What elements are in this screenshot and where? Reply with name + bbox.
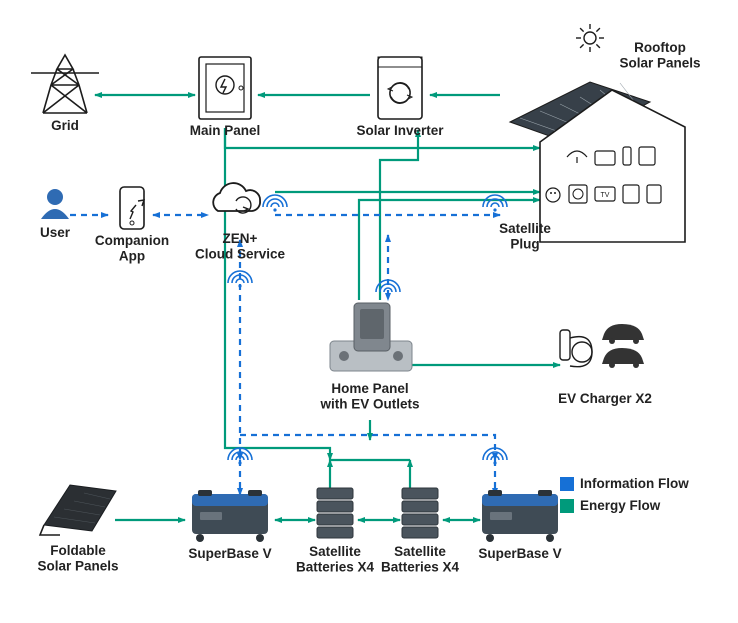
- user-icon: [41, 189, 69, 219]
- satellite-batteries-1-icon: [317, 488, 353, 538]
- ev-charger-icon: [560, 324, 644, 368]
- node-label: Solar Inverter: [356, 123, 444, 138]
- legend-swatch: [560, 477, 574, 491]
- node-label: Home Panelwith EV Outlets: [319, 381, 419, 412]
- node-label: Main Panel: [190, 123, 261, 138]
- cloud-icon: [213, 183, 260, 213]
- companion-app-icon: [120, 187, 144, 229]
- node-label: Grid: [51, 118, 79, 133]
- node-label: SuperBase V: [188, 546, 271, 561]
- solar-inverter-icon: [378, 57, 422, 119]
- legend-label: Energy Flow: [580, 498, 661, 513]
- wifi-icon: [483, 195, 507, 212]
- node-label: FoldableSolar Panels: [37, 543, 118, 574]
- node-label: SuperBase V: [478, 546, 561, 561]
- node-label: RooftopSolar Panels: [619, 40, 700, 71]
- wifi-icon: [483, 448, 507, 465]
- home-panel-icon: [330, 303, 412, 371]
- svg-text:TV: TV: [601, 192, 610, 199]
- satellite-batteries-2-icon: [402, 488, 438, 538]
- sun-icon: [576, 24, 604, 52]
- node-label: User: [40, 225, 71, 240]
- grid-icon: [31, 55, 99, 113]
- node-label: SatelliteBatteries X4: [381, 544, 460, 575]
- node-label: SatelliteBatteries X4: [296, 544, 375, 575]
- superbase-v-1-icon: [192, 490, 268, 542]
- foldable-panel-icon: [40, 485, 116, 535]
- legend-label: Information Flow: [580, 476, 689, 491]
- node-label: CompanionApp: [95, 233, 169, 264]
- house-icon: TV: [510, 82, 685, 242]
- wifi-icon: [263, 195, 287, 212]
- node-label: ZEN+Cloud Service: [195, 231, 286, 262]
- legend-swatch: [560, 499, 574, 513]
- main-panel-icon: [199, 57, 251, 119]
- superbase-v-2-icon: [482, 490, 558, 542]
- node-label: EV Charger X2: [558, 391, 652, 406]
